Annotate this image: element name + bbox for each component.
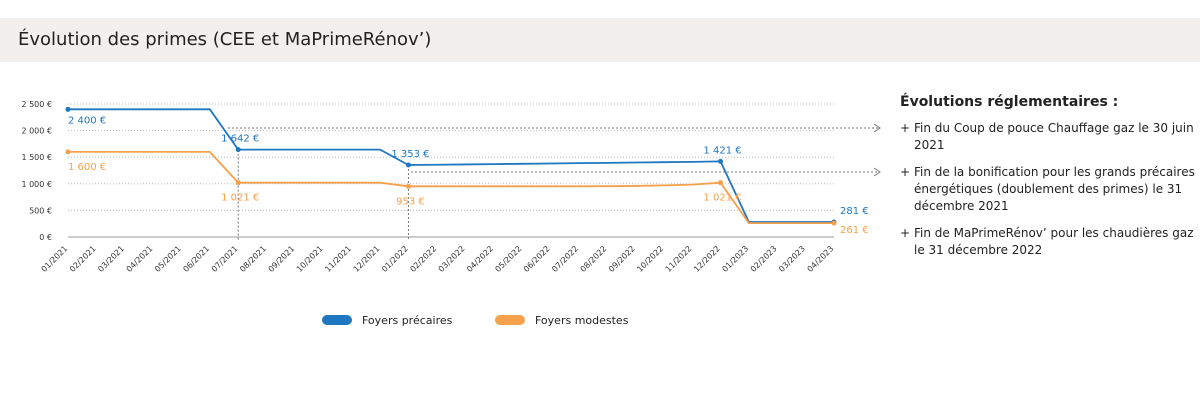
point xyxy=(831,220,837,226)
point xyxy=(65,149,71,155)
x-tick-label: 05/2021 xyxy=(153,244,183,274)
value-label: 1 353 € xyxy=(391,149,429,160)
x-tick-label: 05/2022 xyxy=(493,244,523,274)
value-label: 953 € xyxy=(396,196,425,207)
x-tick-label: 02/2021 xyxy=(68,244,98,274)
y-tick-label: 2 500 € xyxy=(21,100,52,109)
point xyxy=(718,158,724,164)
value-label: 281 € xyxy=(840,206,869,217)
x-tick-label: 08/2021 xyxy=(238,244,268,274)
header: Évolution des primes (CEE et MaPrimeRéno… xyxy=(0,18,1200,62)
x-tick-label: 03/2023 xyxy=(777,244,807,274)
series-line xyxy=(68,150,834,225)
x-tick-label: 01/2022 xyxy=(380,244,410,274)
note: Fin du Coup de pouce Chauffage gaz le 30… xyxy=(900,120,1200,154)
x-tick-label: 11/2021 xyxy=(323,244,353,274)
x-tick-label: 01/2021 xyxy=(40,244,70,274)
y-tick-label: 0 € xyxy=(39,233,52,242)
x-tick-label: 09/2022 xyxy=(607,244,637,274)
x-tick-label: 04/2023 xyxy=(806,244,836,274)
x-tick-label: 10/2021 xyxy=(295,244,325,274)
y-tick-label: 1 000 € xyxy=(21,180,52,189)
y-tick-label: 500 € xyxy=(29,206,52,215)
x-tick-label: 07/2022 xyxy=(550,244,580,274)
point xyxy=(235,147,241,153)
value-label: 1 421 € xyxy=(703,145,741,156)
x-tick-label: 03/2021 xyxy=(96,244,126,274)
point xyxy=(718,180,724,186)
notes-list: Fin du Coup de pouce Chauffage gaz le 30… xyxy=(900,120,1200,259)
legend-swatch xyxy=(322,315,352,325)
title: Évolution des primes (CEE et MaPrimeRéno… xyxy=(18,29,432,50)
x-tick-label: 03/2022 xyxy=(437,244,467,274)
x-tick-label: 08/2022 xyxy=(579,244,609,274)
x-tick-label: 01/2023 xyxy=(720,244,750,274)
x-tick-label: 02/2023 xyxy=(749,244,779,274)
value-label: 1 021 € xyxy=(703,193,741,204)
value-label: 1 642 € xyxy=(221,134,259,145)
value-label: 1 600 € xyxy=(68,162,106,173)
point xyxy=(65,106,71,112)
legend-label: Foyers modestes xyxy=(535,314,629,327)
x-tick-label: 10/2022 xyxy=(635,244,665,274)
arrow-head xyxy=(873,167,881,177)
note: Fin de MaPrimeRénov’ pour les chaudières… xyxy=(900,225,1200,259)
x-tick-label: 04/2022 xyxy=(465,244,495,274)
point xyxy=(405,162,411,168)
legend-label: Foyers précaires xyxy=(362,314,453,327)
y-tick-label: 2 000 € xyxy=(21,127,52,136)
x-tick-label: 09/2021 xyxy=(267,244,297,274)
value-label: 2 400 € xyxy=(68,115,106,126)
point xyxy=(235,180,241,186)
value-label: 1 021 € xyxy=(221,193,259,204)
value-label: 261 € xyxy=(840,225,869,236)
x-tick-label: 02/2022 xyxy=(408,244,438,274)
point xyxy=(405,183,411,189)
note: Fin de la bonification pour les grands p… xyxy=(900,164,1200,215)
y-tick-label: 1 500 € xyxy=(21,153,52,162)
series-line xyxy=(68,108,834,223)
x-tick-label: 06/2022 xyxy=(522,244,552,274)
notes-title: Évolutions réglementaires : xyxy=(900,94,1119,110)
x-tick-label: 06/2021 xyxy=(181,244,211,274)
x-tick-label: 11/2022 xyxy=(664,244,694,274)
notes: Évolutions réglementaires : Fin du Coup … xyxy=(900,94,1200,269)
arrow-head xyxy=(873,123,881,133)
x-tick-label: 07/2021 xyxy=(210,244,240,274)
x-tick-label: 04/2021 xyxy=(125,244,155,274)
x-tick-label: 12/2022 xyxy=(692,244,722,274)
legend-swatch xyxy=(495,315,525,325)
x-tick-label: 12/2021 xyxy=(352,244,382,274)
